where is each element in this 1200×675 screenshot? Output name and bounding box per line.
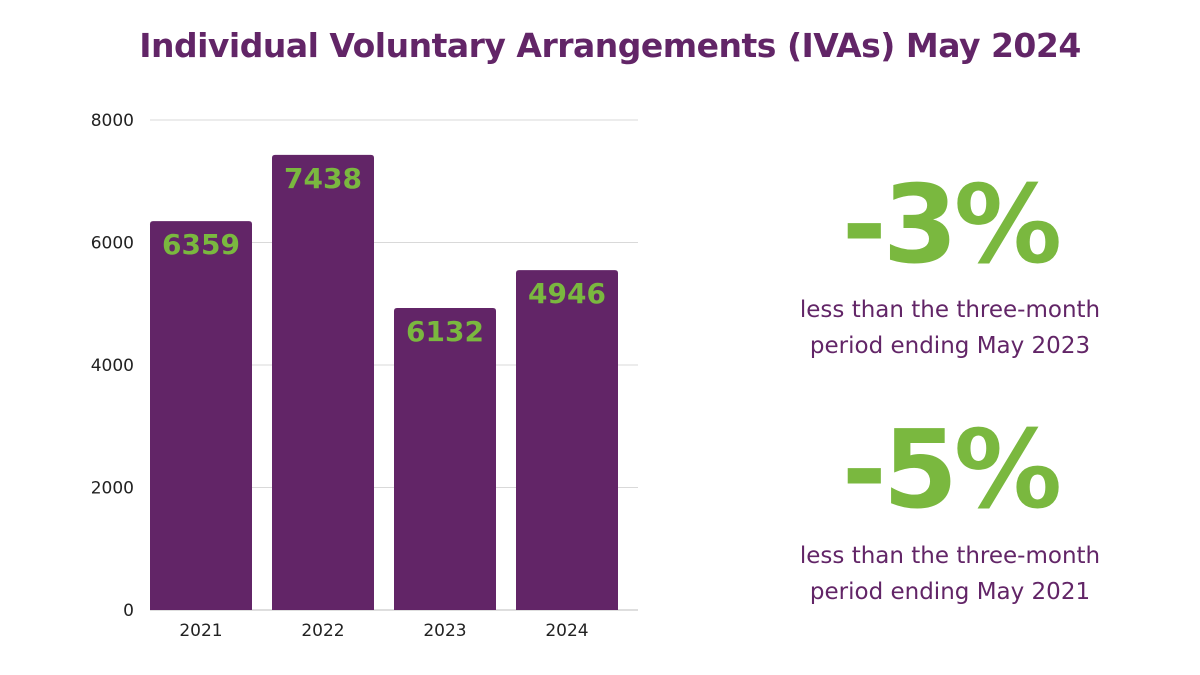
bars	[150, 154, 618, 610]
x-axis-ticks: 2021 2022 2023 2024	[179, 621, 588, 641]
stat-caption-line: less than the three-month	[799, 543, 1101, 569]
bar-labels: 6359 7438 6132 4946	[162, 162, 606, 348]
bar-2021	[150, 221, 252, 610]
bar-2022	[272, 154, 374, 610]
chart-title: Individual Voluntary Arrangements (IVAs)…	[139, 26, 1081, 65]
bar-value-label: 6359	[162, 228, 240, 261]
x-tick-label: 2023	[423, 621, 466, 641]
stat-caption-line: less than the three-month	[799, 297, 1101, 323]
bar-value-label: 7438	[284, 162, 362, 195]
stat-caption-2021: less than the three-month period ending …	[780, 538, 1120, 610]
stat-caption-line: period ending May 2021	[809, 579, 1091, 605]
y-tick-label: 6000	[91, 234, 134, 254]
x-tick-label: 2024	[545, 621, 588, 641]
bar-2023	[394, 308, 496, 610]
stat-value-2021: -5%	[841, 408, 1062, 533]
stat-caption-line: period ending May 2023	[809, 333, 1091, 359]
bar-2024	[516, 270, 618, 610]
bar-value-label: 4946	[528, 277, 606, 310]
stat-caption-2023: less than the three-month period ending …	[780, 292, 1120, 364]
y-tick-label: 2000	[91, 479, 134, 499]
y-tick-label: 4000	[91, 356, 134, 376]
y-axis-ticks: 0 2000 4000 6000 8000	[91, 111, 134, 621]
x-tick-label: 2022	[301, 621, 344, 641]
stat-value-2023: -3%	[841, 163, 1062, 288]
bar-value-label: 6132	[406, 315, 484, 348]
y-tick-label: 0	[123, 601, 134, 621]
x-tick-label: 2021	[179, 621, 222, 641]
y-tick-label: 8000	[91, 111, 134, 131]
